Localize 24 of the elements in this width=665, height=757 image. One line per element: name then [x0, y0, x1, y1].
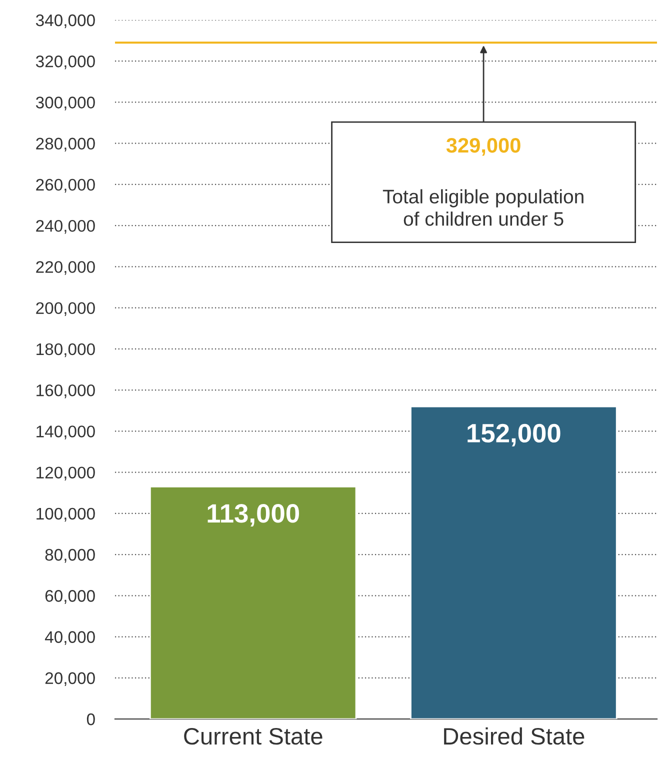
- y-tick-label: 300,000: [36, 96, 95, 110]
- y-tick-label: 60,000: [45, 590, 95, 604]
- y-tick-label: 100,000: [36, 508, 95, 522]
- y-tick-label: 160,000: [36, 384, 95, 398]
- x-tick-label: Desired State: [444, 727, 584, 745]
- y-tick-label: 320,000: [36, 56, 95, 70]
- y-tick-label: 240,000: [36, 220, 95, 234]
- y-tick-label: 140,000: [36, 426, 95, 440]
- y-tick-label: 200,000: [36, 302, 95, 316]
- y-tick-label: 0: [86, 713, 95, 726]
- y-tick-label: 40,000: [44, 631, 95, 645]
- y-tick-label: 280,000: [36, 138, 95, 152]
- x-tick-label: Current State: [184, 728, 322, 745]
- y-tick-label: 180,000: [36, 343, 95, 358]
- data-label: 152,000: [468, 424, 560, 446]
- data-label: 113,000: [208, 504, 299, 527]
- ref-line-label: 329,000: [446, 138, 520, 156]
- annotation: Total eligible population of children under 5: [382, 189, 584, 226]
- y-tick-label: 20,000: [45, 672, 95, 686]
- y-tick-label: 220,000: [36, 261, 95, 275]
- y-tick-label: 260,000: [36, 178, 95, 193]
- y-tick-label: 120,000: [36, 466, 95, 480]
- y-tick-label: 80,000: [45, 548, 95, 563]
- y-tick-label: 340,000: [36, 14, 95, 28]
